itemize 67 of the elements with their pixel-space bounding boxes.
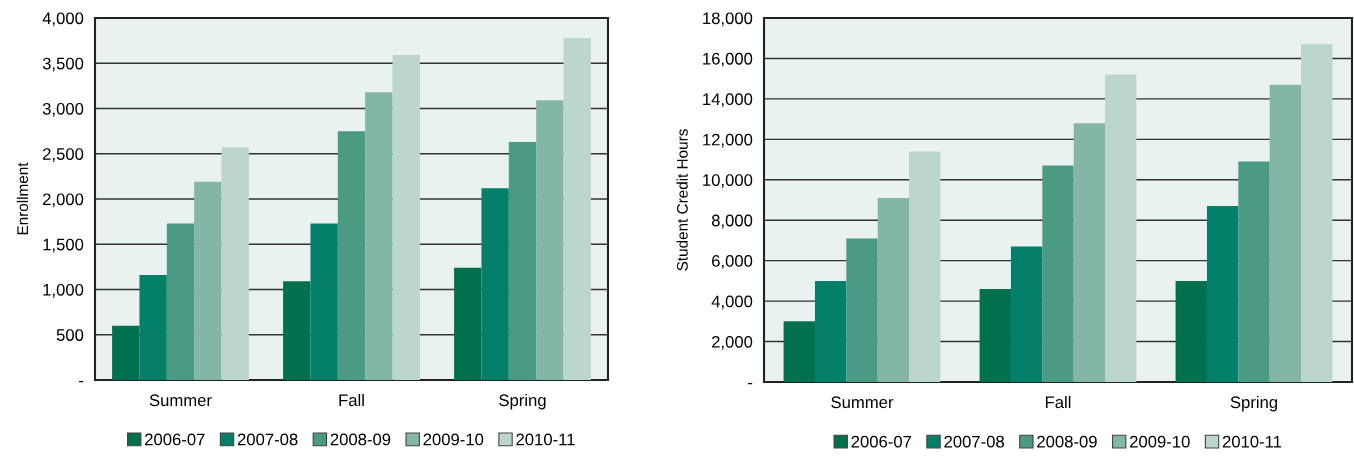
y-tick-label: 4,000: [711, 295, 753, 310]
y-tick-label: 500: [56, 329, 84, 341]
bar: [536, 100, 564, 380]
y-tick-label: 3,500: [42, 57, 84, 72]
bar: [846, 238, 878, 382]
bar: [337, 131, 366, 380]
bar: [1073, 123, 1106, 382]
bar: [1010, 246, 1043, 382]
x-tick-label: Fall: [1045, 395, 1071, 409]
legend-label: 2006-07: [851, 435, 912, 448]
y-tick-label: 2,500: [43, 148, 84, 162]
legend-label: 2007-08: [944, 435, 1004, 448]
bar: [1042, 165, 1074, 382]
y-tick-label: 18,000: [703, 12, 753, 27]
x-tick-label: Spring: [499, 393, 546, 410]
bar: [979, 288, 1011, 382]
x-tick-label: Spring: [1230, 395, 1278, 412]
legend-label: 2008-09: [1037, 435, 1097, 448]
bar: [877, 197, 910, 382]
legend-label: 2010-11: [516, 433, 575, 446]
bar: [454, 267, 482, 380]
legend-label: 2007-08: [237, 433, 298, 446]
y-tick-label: 3,000: [42, 102, 84, 117]
bar: [1301, 44, 1333, 382]
x-tick-label: Summer: [149, 394, 212, 407]
bar: [508, 141, 537, 380]
legend-label: 2009-10: [423, 433, 484, 446]
x-tick-label: Summer: [831, 396, 894, 409]
bar: [283, 281, 311, 380]
bar: [481, 188, 509, 380]
bar: [139, 275, 167, 380]
y-tick-label: 10,000: [703, 174, 753, 188]
y-tick-label: 1,500: [43, 238, 84, 253]
y-tick-label: 1,000: [43, 283, 84, 298]
bar: [909, 151, 941, 382]
bar: [783, 321, 815, 382]
y-tick-label: 12,000: [703, 133, 753, 148]
legend-label: 2008-09: [330, 433, 391, 446]
bar: [1269, 84, 1302, 382]
bar: [1206, 206, 1239, 382]
y-tick-label: -: [748, 382, 753, 385]
legend-label: 2009-10: [1130, 435, 1190, 448]
legend-label: 2006-07: [145, 433, 205, 446]
bar: [563, 37, 591, 380]
y-tick-label: 14,000: [703, 93, 753, 108]
bar: [392, 55, 420, 380]
bar: [310, 223, 338, 380]
bar: [1175, 280, 1207, 382]
y-tick-label: 2,000: [712, 335, 753, 350]
bar: [365, 92, 393, 380]
y-tick-label: 4,000: [42, 12, 84, 27]
y-axis-title: Enrollment: [16, 162, 29, 235]
bar: [112, 325, 140, 380]
bar: [1238, 161, 1270, 382]
y-tick-label: -: [79, 380, 84, 383]
y-tick-label: 16,000: [703, 52, 753, 67]
x-tick-label: Fall: [339, 393, 364, 407]
y-tick-label: 2,000: [43, 193, 84, 208]
bar: [166, 223, 195, 380]
bar: [1105, 74, 1137, 382]
bar: [194, 181, 222, 380]
y-axis-title: Student Credit Hours: [676, 129, 688, 271]
y-tick-label: 6,000: [712, 255, 753, 269]
legend-label: 2010-11: [1222, 435, 1282, 448]
bar: [221, 147, 249, 380]
y-tick-label: 8,000: [711, 214, 753, 229]
bar: [814, 280, 847, 382]
